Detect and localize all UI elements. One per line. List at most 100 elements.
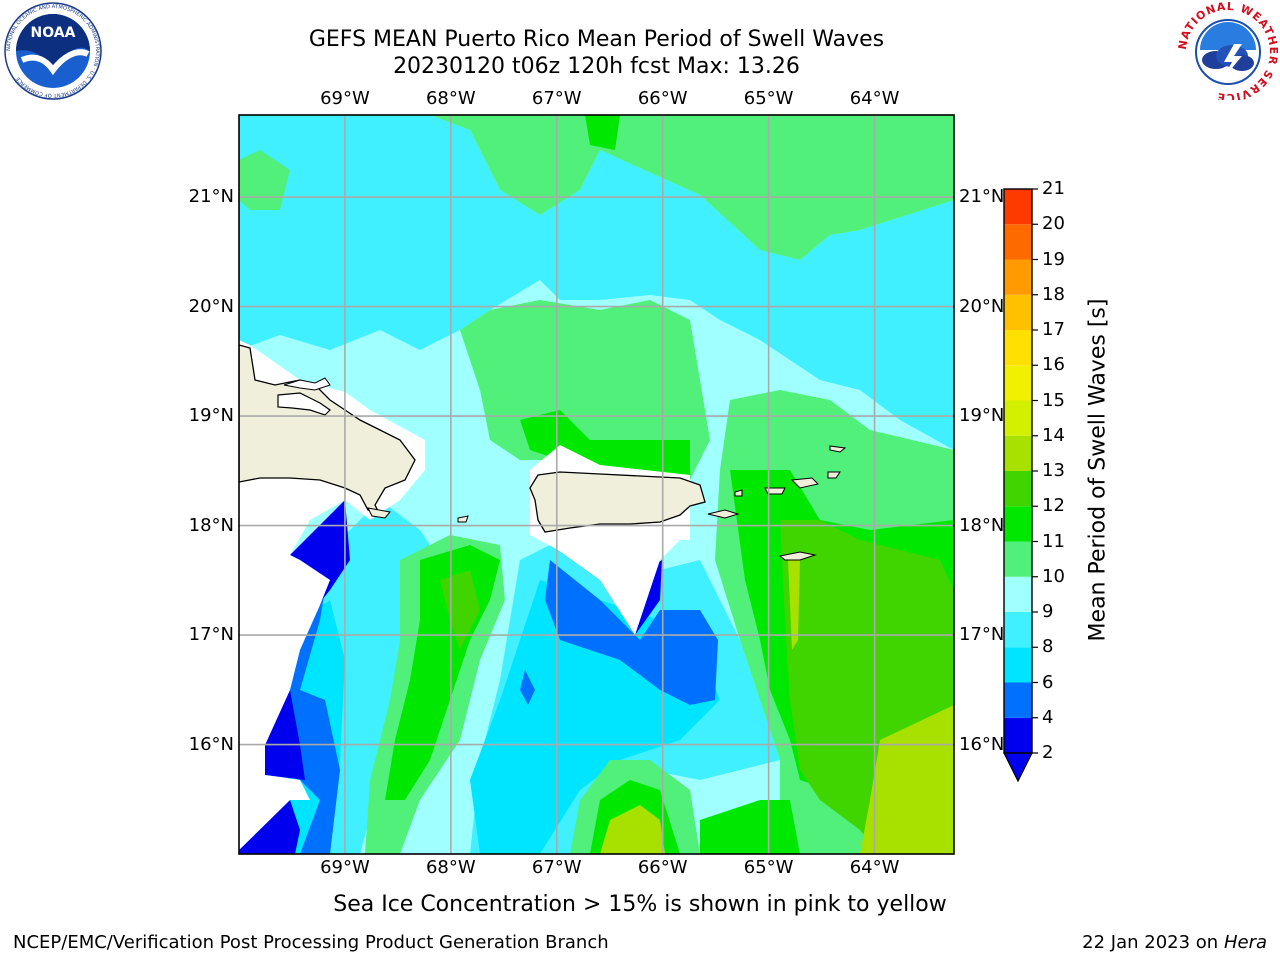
colorbar-level-label: 13 xyxy=(1042,460,1065,481)
footer-date: 22 Jan 2023 on Hera xyxy=(1082,933,1267,953)
mona-island xyxy=(457,515,469,523)
colorbar-swatch xyxy=(1004,189,1032,225)
map-title-line2: 20230120 t06z 120h fcst Max: 13.26 xyxy=(393,54,800,79)
saona-island xyxy=(367,507,391,519)
colorbar-level-label: 19 xyxy=(1042,248,1065,270)
footer-date-text: 22 Jan 2023 on xyxy=(1082,932,1219,953)
footer-machine: Hera xyxy=(1223,932,1267,953)
lat-label-right: 19°N xyxy=(959,405,1005,427)
map-frame xyxy=(238,114,955,855)
colorbar-extend-arrow xyxy=(1003,752,1033,783)
colorbar-swatch xyxy=(1004,576,1032,612)
period-10-11-mona xyxy=(520,410,690,480)
period-10-11-north xyxy=(585,115,620,150)
period-2-4-spot xyxy=(520,670,535,705)
colorbar-level-label: 16 xyxy=(1042,354,1065,376)
colorbar-swatch xyxy=(1004,259,1032,295)
period-9-10-mona-north xyxy=(460,300,710,480)
lat-label-right: 16°N xyxy=(959,733,1005,755)
lon-label-bottom: 67°W xyxy=(531,857,582,878)
lon-label-bottom: 66°W xyxy=(637,857,688,878)
masked-area-west xyxy=(239,555,330,850)
period-9-10-spot xyxy=(620,320,645,355)
samana-bay xyxy=(277,392,331,416)
lon-label-top: 66°W xyxy=(637,88,688,109)
period-2-4-south-pr xyxy=(545,560,718,705)
colorbar-swatch xyxy=(1004,682,1032,718)
colorbar xyxy=(1003,188,1038,783)
period-9-10-north xyxy=(430,115,954,260)
colorbar-level-label: 14 xyxy=(1042,424,1065,446)
lat-label-left: 21°N xyxy=(188,186,234,208)
nws-logo-icon: NATIONAL WEATHER SERVICE xyxy=(1176,0,1279,100)
lat-label-left: 17°N xyxy=(188,624,234,646)
colorbar-swatch xyxy=(1004,330,1032,366)
map-gridlines xyxy=(239,115,954,854)
culebra-island xyxy=(734,489,743,497)
virgin-gorda-island xyxy=(827,471,841,479)
colorbar-level-label: 8 xyxy=(1042,636,1054,658)
lon-label-top: 67°W xyxy=(531,88,582,109)
colorbar-level-label: 18 xyxy=(1042,283,1065,305)
sea-ice-note: Sea Ice Concentration > 15% is shown in … xyxy=(333,892,947,917)
lon-label-bottom: 68°W xyxy=(425,857,476,878)
colorbar-swatch xyxy=(1004,400,1032,436)
colorbar-level-label: 2 xyxy=(1042,742,1054,763)
period-10-11-se xyxy=(700,800,800,854)
lon-label-top: 65°W xyxy=(743,88,794,109)
colorbar-swatch xyxy=(1004,541,1032,577)
noaa-logo-icon: NATIONAL OCEANIC AND ATMOSPHERIC ADMINIS… xyxy=(4,2,102,100)
period-6-8-northwest xyxy=(239,115,540,350)
colorbar-level-label: 17 xyxy=(1042,319,1065,340)
lon-label-bottom: 69°W xyxy=(320,857,370,878)
lat-label-right: 18°N xyxy=(959,514,1005,536)
colorbar-swatch xyxy=(1004,294,1032,330)
colorbar-level-label: 10 xyxy=(1042,565,1065,587)
colorbar-swatch xyxy=(1004,612,1032,648)
colorbar-level-label: 21 xyxy=(1042,178,1065,199)
st-thomas-island xyxy=(764,487,786,495)
lon-label-top: 64°W xyxy=(849,88,900,109)
colorbar-swatch xyxy=(1004,224,1032,260)
puerto-rico-landmass xyxy=(529,471,706,533)
lat-label-right: 21°N xyxy=(959,186,1005,208)
period-11-12-west xyxy=(440,570,480,650)
north-coast-lagoon xyxy=(283,377,331,391)
anegada-island xyxy=(829,445,847,453)
colorbar-level-label: 6 xyxy=(1042,671,1054,693)
lon-label-bottom: 65°W xyxy=(743,857,794,878)
period-6-8-northeast xyxy=(540,150,954,450)
period-2-4-west xyxy=(265,555,340,854)
map-title-line1: GEFS MEAN Puerto Rico Mean Period of Swe… xyxy=(308,27,885,52)
st-croix-island xyxy=(778,551,817,561)
colorbar-swatch xyxy=(1004,435,1032,471)
colorbar-level-label: 12 xyxy=(1042,495,1065,517)
tortola-island xyxy=(790,477,819,489)
lat-label-left: 16°N xyxy=(188,733,234,755)
colorbar-level-label: 4 xyxy=(1042,706,1054,728)
colorbar-swatch xyxy=(1004,365,1032,401)
colorbar-level-label: 20 xyxy=(1042,213,1065,235)
period-below-2-west-b xyxy=(265,690,305,780)
footer-branch: NCEP/EMC/Verification Post Processing Pr… xyxy=(13,932,609,953)
period-below-2-west-c xyxy=(239,800,300,854)
lat-label-left: 20°N xyxy=(188,295,234,317)
lat-label-left: 19°N xyxy=(188,405,234,427)
period-12-13-south xyxy=(600,805,665,854)
lon-label-top: 68°W xyxy=(425,88,476,109)
colorbar-swatch xyxy=(1004,647,1032,683)
vieques-island xyxy=(707,509,740,519)
period-9-10-nw-patch xyxy=(239,150,290,210)
colorbar-swatch xyxy=(1004,717,1032,753)
lon-label-bottom: 64°W xyxy=(849,857,900,878)
period-12-13-se xyxy=(860,705,954,854)
lat-label-right: 17°N xyxy=(959,624,1005,646)
colorbar-swatch xyxy=(1004,506,1032,542)
colorbar-level-label: 11 xyxy=(1042,530,1065,552)
period-12-13-streak xyxy=(788,560,800,650)
colorbar-swatch xyxy=(1004,471,1032,507)
colorbar-level-label: 9 xyxy=(1042,601,1054,622)
colorbar-level-label: 15 xyxy=(1042,389,1065,411)
lon-label-top: 69°W xyxy=(320,88,370,109)
